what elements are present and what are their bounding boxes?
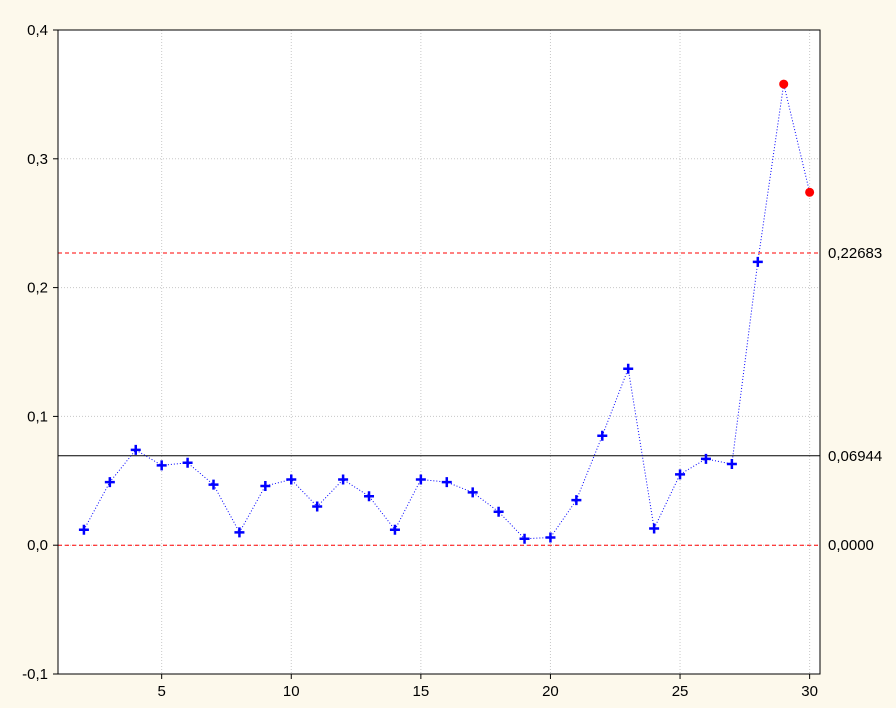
data-point-marker [208,479,219,490]
data-point-marker [389,524,400,535]
reference-line-label: 0,22683 [828,245,882,262]
plot-area [58,30,820,674]
data-point-marker [104,477,115,488]
x-tick-label: 30 [801,683,818,700]
data-point-marker [260,480,271,491]
data-point-marker [700,453,711,464]
data-point-marker [234,527,245,538]
data-point-marker [182,457,193,468]
y-tick-label: 0,0 [27,537,48,554]
data-point-marker [156,460,167,471]
data-point-marker [752,256,763,267]
y-tick-label: 0,4 [27,22,48,39]
series-line [83,83,811,540]
data-point-marker [338,474,349,485]
reference-line-label: 0,0000 [828,537,874,554]
data-point-marker [545,532,556,543]
out-of-control-point [779,79,789,89]
data-point-marker [364,491,375,502]
y-tick-label: 0,3 [27,151,48,168]
x-tick-label: 20 [542,683,559,700]
y-tick-label: -0,1 [22,666,48,683]
x-tick-label: 25 [672,683,689,700]
data-point-marker [597,430,608,441]
data-point-marker [726,459,737,470]
x-tick-label: 10 [283,683,300,700]
data-point-marker [571,495,582,506]
data-point-marker [649,523,660,534]
x-tick-label: 5 [158,683,166,700]
y-tick-label: 0,2 [27,280,48,297]
y-tick-label: 0,1 [27,408,48,425]
data-point-marker [441,477,452,488]
data-point-marker [623,363,634,374]
data-point-marker [286,474,297,485]
data-point-marker [130,444,141,455]
data-point-marker [312,501,323,512]
plot-border [57,29,821,675]
data-point-marker [519,533,530,544]
reference-line-label: 0,06944 [828,448,882,465]
x-tick-label: 15 [413,683,430,700]
data-point-marker [78,524,89,535]
data-point-marker [467,487,478,498]
out-of-control-point [805,187,815,197]
data-point-marker [493,506,504,517]
data-point-marker [675,469,686,480]
data-point-marker [415,474,426,485]
